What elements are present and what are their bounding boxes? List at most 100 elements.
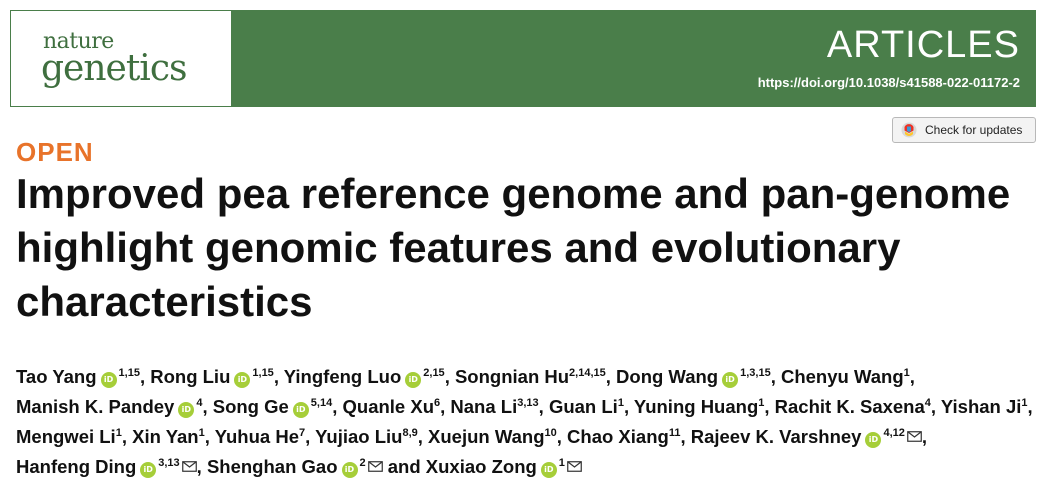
author-name[interactable]: Yuning Huang bbox=[633, 396, 759, 417]
affiliation-superscript[interactable]: 1 bbox=[903, 367, 910, 379]
orcid-icon[interactable]: iD bbox=[341, 462, 358, 478]
affiliation-superscript[interactable]: 1 bbox=[617, 397, 624, 409]
author-name[interactable]: Rong Liu bbox=[150, 366, 231, 387]
author-name[interactable]: Rachit K. Saxena bbox=[774, 396, 925, 417]
author: Tao Yang iD1,15, bbox=[16, 366, 146, 388]
affiliation-superscript[interactable]: 2 bbox=[359, 457, 366, 469]
author-separator: , bbox=[196, 456, 202, 477]
orcid-icon[interactable]: iD bbox=[722, 372, 739, 388]
author-separator: , bbox=[139, 366, 146, 387]
author: Quanle Xu6, bbox=[343, 396, 446, 417]
author-name[interactable]: Nana Li bbox=[450, 396, 518, 417]
author: Yuning Huang1, bbox=[634, 396, 770, 417]
section-label: ARTICLES bbox=[826, 24, 1020, 66]
author-separator: , bbox=[930, 396, 937, 417]
author-separator: , bbox=[764, 396, 770, 417]
logo-genetics-text: genetics bbox=[41, 48, 187, 89]
affiliation-superscript[interactable]: 1 bbox=[758, 397, 765, 409]
orcid-icon[interactable]: iD bbox=[292, 402, 309, 418]
envelope-icon[interactable] bbox=[907, 431, 922, 442]
doi-link[interactable]: https://doi.org/10.1038/s41588-022-01172… bbox=[757, 75, 1020, 90]
author-name[interactable]: Mengwei Li bbox=[16, 426, 116, 447]
author-name[interactable]: Yishan Ji bbox=[940, 396, 1022, 417]
author-name[interactable]: Manish K. Pandey bbox=[16, 396, 175, 417]
orcid-icon[interactable]: iD bbox=[865, 432, 882, 448]
author-name[interactable]: Tao Yang bbox=[16, 366, 97, 387]
affiliation-superscript[interactable]: 10 bbox=[544, 427, 557, 439]
affiliation-superscript[interactable]: 3,13 bbox=[158, 457, 180, 469]
author: Yingfeng Luo iD2,15, bbox=[283, 366, 450, 388]
affiliation-superscript[interactable]: 4 bbox=[196, 397, 203, 409]
author-name[interactable]: Quanle Xu bbox=[342, 396, 435, 417]
author-name[interactable]: Songnian Hu bbox=[454, 366, 570, 387]
author: Yuhua He7, bbox=[215, 426, 311, 447]
author-separator: , bbox=[440, 396, 446, 417]
affiliation-superscript[interactable]: 4,12 bbox=[883, 427, 905, 439]
orcid-icon[interactable]: iD bbox=[100, 372, 117, 388]
affiliation-superscript[interactable]: 1,15 bbox=[118, 367, 140, 379]
author-name[interactable]: Hanfeng Ding bbox=[16, 456, 137, 477]
author-separator: , bbox=[680, 426, 686, 447]
author-name[interactable]: Xuxiao Zong bbox=[425, 456, 537, 477]
envelope-icon[interactable] bbox=[567, 461, 582, 472]
logo-nature-text: nature bbox=[43, 29, 114, 54]
author-name[interactable]: Dong Wang bbox=[616, 366, 719, 387]
journal-banner: nature genetics ARTICLES https://doi.org… bbox=[10, 10, 1036, 107]
author: Xuxiao Zong iD1 bbox=[425, 456, 582, 478]
author-separator: , bbox=[605, 366, 611, 387]
affiliation-superscript[interactable]: 2,14,15 bbox=[569, 367, 606, 379]
orcid-icon[interactable]: iD bbox=[405, 372, 422, 388]
author: Rajeev K. Varshney iD4,12, bbox=[690, 426, 928, 448]
journal-logo[interactable]: nature genetics bbox=[10, 10, 232, 107]
check-for-updates-button[interactable]: Check for updates bbox=[892, 117, 1036, 143]
author-name[interactable]: Rajeev K. Varshney bbox=[690, 426, 862, 447]
affiliation-superscript[interactable]: 2,15 bbox=[423, 367, 445, 379]
author-name[interactable]: Yingfeng Luo bbox=[283, 366, 402, 387]
author: Hanfeng Ding iD3,13, bbox=[16, 456, 202, 478]
orcid-icon[interactable]: iD bbox=[234, 372, 251, 388]
author-name[interactable]: Xuejun Wang bbox=[428, 426, 545, 447]
affiliation-superscript[interactable]: 1 bbox=[115, 427, 122, 439]
author-separator: , bbox=[1027, 396, 1033, 417]
affiliation-superscript[interactable]: 1,15 bbox=[252, 367, 274, 379]
author: Rong Liu iD1,15, bbox=[150, 366, 279, 388]
author-separator: , bbox=[417, 426, 423, 447]
author-name[interactable]: Chenyu Wang bbox=[780, 366, 904, 387]
orcid-icon[interactable]: iD bbox=[540, 462, 557, 478]
author-name[interactable]: Guan Li bbox=[548, 396, 618, 417]
author-separator: and bbox=[382, 456, 421, 477]
affiliation-superscript[interactable]: 1 bbox=[558, 457, 565, 469]
author: Nana Li3,13, bbox=[450, 396, 543, 417]
author: Manish K. Pandey iD4, bbox=[16, 396, 208, 418]
affiliation-superscript[interactable]: 8,9 bbox=[402, 427, 418, 439]
author-name[interactable]: Yujiao Liu bbox=[315, 426, 403, 447]
author-name[interactable]: Xin Yan bbox=[132, 426, 199, 447]
open-access-label: OPEN bbox=[16, 137, 94, 167]
author-separator: , bbox=[921, 426, 928, 447]
author-separator: , bbox=[770, 366, 776, 387]
affiliation-superscript[interactable]: 1 bbox=[198, 427, 205, 439]
affiliation-superscript[interactable]: 6 bbox=[434, 397, 441, 409]
affiliation-superscript[interactable]: 4 bbox=[924, 397, 931, 409]
author-separator: , bbox=[909, 366, 915, 387]
affiliation-superscript[interactable]: 11 bbox=[668, 427, 681, 439]
author-name[interactable]: Yuhua He bbox=[214, 426, 299, 447]
affiliation-superscript[interactable]: 1,3,15 bbox=[740, 367, 771, 379]
envelope-icon[interactable] bbox=[181, 461, 197, 472]
author-separator: , bbox=[444, 366, 450, 387]
author: Chenyu Wang1, bbox=[781, 366, 915, 387]
affiliation-superscript[interactable]: 5,14 bbox=[310, 397, 333, 409]
author-name[interactable]: Song Ge bbox=[212, 396, 289, 417]
author-separator: , bbox=[273, 366, 279, 387]
affiliation-superscript[interactable]: 7 bbox=[299, 427, 306, 439]
author-separator: , bbox=[204, 426, 210, 447]
author-name[interactable]: Shenghan Gao bbox=[206, 456, 338, 477]
orcid-icon[interactable]: iD bbox=[178, 402, 195, 418]
author: Guan Li1, bbox=[549, 396, 629, 417]
envelope-icon[interactable] bbox=[367, 461, 383, 472]
affiliation-superscript[interactable]: 3,13 bbox=[517, 397, 539, 409]
affiliation-superscript[interactable]: 1 bbox=[1021, 397, 1028, 409]
orcid-icon[interactable]: iD bbox=[140, 462, 157, 478]
author-name[interactable]: Chao Xiang bbox=[567, 426, 669, 447]
author-separator: , bbox=[556, 426, 562, 447]
